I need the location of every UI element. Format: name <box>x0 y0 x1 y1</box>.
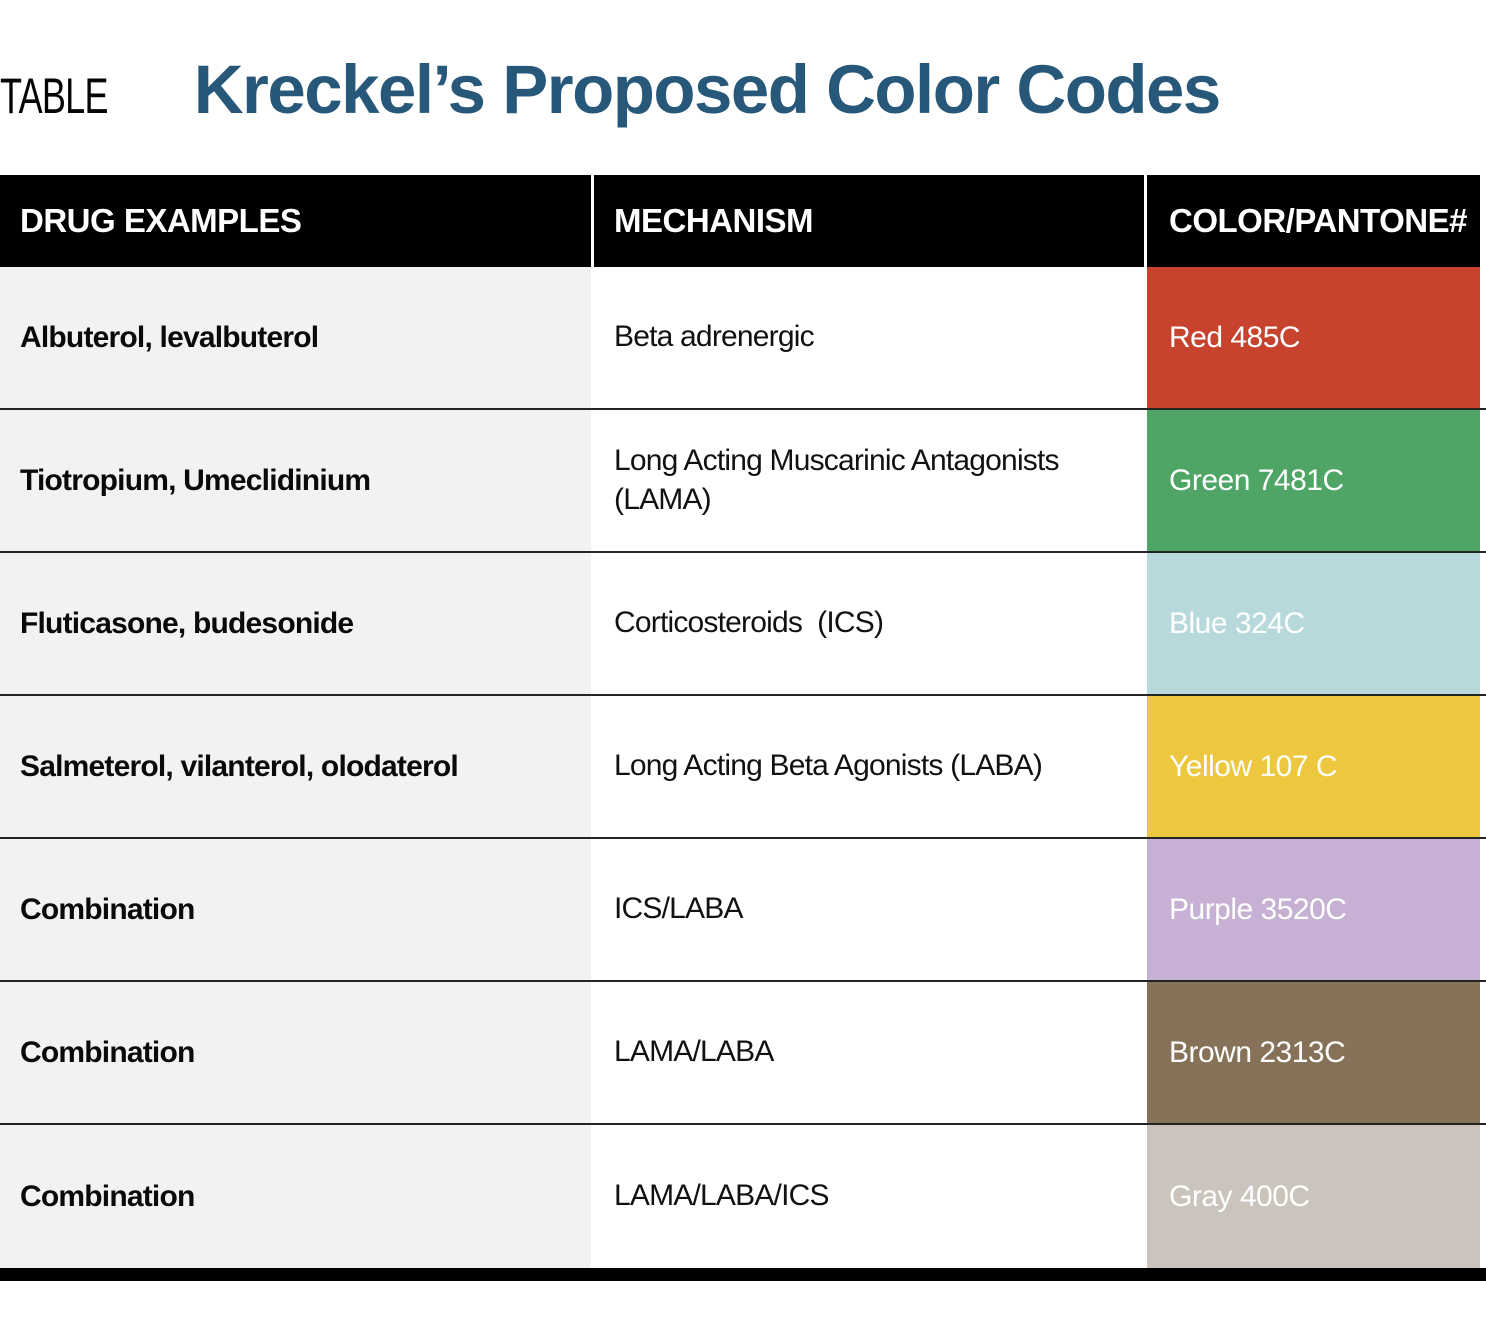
mechanism-cell: Long Acting Muscarinic Antagonists (LAMA… <box>594 410 1144 551</box>
pantone-color-swatch: Yellow 107 C <box>1147 696 1480 837</box>
column-separator <box>591 553 594 694</box>
mechanism-cell: ICS/LABA <box>594 839 1144 980</box>
table-row: Combination LAMA/LABA/ICS Gray 400C <box>0 1125 1486 1268</box>
column-separator <box>1144 410 1147 551</box>
table-row: Combination LAMA/LABA Brown 2313C <box>0 982 1486 1125</box>
column-separator <box>1144 175 1147 267</box>
pantone-color-swatch: Green 7481C <box>1147 410 1480 551</box>
table-kicker: TABLE <box>0 68 108 124</box>
mechanism-cell: LAMA/LABA/ICS <box>594 1125 1144 1268</box>
drug-examples-cell: Fluticasone, budesonide <box>0 553 591 694</box>
column-header-mechanism: MECHANISM <box>594 175 1144 267</box>
column-separator <box>591 267 594 408</box>
column-separator <box>591 1125 594 1268</box>
drug-examples-cell: Salmeterol, vilanterol, olodaterol <box>0 696 591 837</box>
column-separator <box>1144 839 1147 980</box>
table-row: Tiotropium, Umeclidinium Long Acting Mus… <box>0 410 1486 553</box>
column-header-drug-examples: DRUG EXAMPLES <box>0 175 591 267</box>
table-bottom-border <box>0 1268 1486 1281</box>
pantone-color-swatch: Red 485C <box>1147 267 1480 408</box>
table-body: Albuterol, levalbuterol Beta adrenergic … <box>0 267 1486 1268</box>
mechanism-cell: Corticosteroids (ICS) <box>594 553 1144 694</box>
table-header-row: DRUG EXAMPLES MECHANISM COLOR/PANTONE# <box>0 175 1486 267</box>
column-separator <box>1144 553 1147 694</box>
drug-examples-cell: Tiotropium, Umeclidinium <box>0 410 591 551</box>
drug-examples-cell: Combination <box>0 982 591 1123</box>
color-codes-table: DRUG EXAMPLES MECHANISM COLOR/PANTONE# A… <box>0 175 1486 1323</box>
mechanism-cell: LAMA/LABA <box>594 982 1144 1123</box>
drug-examples-cell: Combination <box>0 1125 591 1268</box>
pantone-color-swatch: Blue 324C <box>1147 553 1480 694</box>
table-row: Albuterol, levalbuterol Beta adrenergic … <box>0 267 1486 410</box>
table-title: Kreckel’s Proposed Color Codes <box>193 51 1222 128</box>
column-separator <box>591 839 594 980</box>
column-header-color-pantone: COLOR/PANTONE# <box>1147 175 1480 267</box>
column-separator <box>591 410 594 551</box>
pantone-color-swatch: Purple 3520C <box>1147 839 1480 980</box>
column-separator <box>591 175 594 267</box>
table-title-bar: TABLE Kreckel’s Proposed Color Codes <box>0 0 1486 175</box>
table-row: Salmeterol, vilanterol, olodaterol Long … <box>0 696 1486 839</box>
column-separator <box>1144 1125 1147 1268</box>
mechanism-cell: Beta adrenergic <box>594 267 1144 408</box>
table-row: Fluticasone, budesonide Corticosteroids … <box>0 553 1486 696</box>
column-separator <box>591 982 594 1123</box>
table-row: Combination ICS/LABA Purple 3520C <box>0 839 1486 982</box>
pantone-color-swatch: Brown 2313C <box>1147 982 1480 1123</box>
column-separator <box>1144 696 1147 837</box>
drug-examples-cell: Albuterol, levalbuterol <box>0 267 591 408</box>
column-separator <box>591 696 594 837</box>
pantone-color-swatch: Gray 400C <box>1147 1125 1480 1268</box>
column-separator <box>1144 267 1147 408</box>
mechanism-cell: Long Acting Beta Agonists (LABA) <box>594 696 1144 837</box>
column-separator <box>1144 982 1147 1123</box>
drug-examples-cell: Combination <box>0 839 591 980</box>
